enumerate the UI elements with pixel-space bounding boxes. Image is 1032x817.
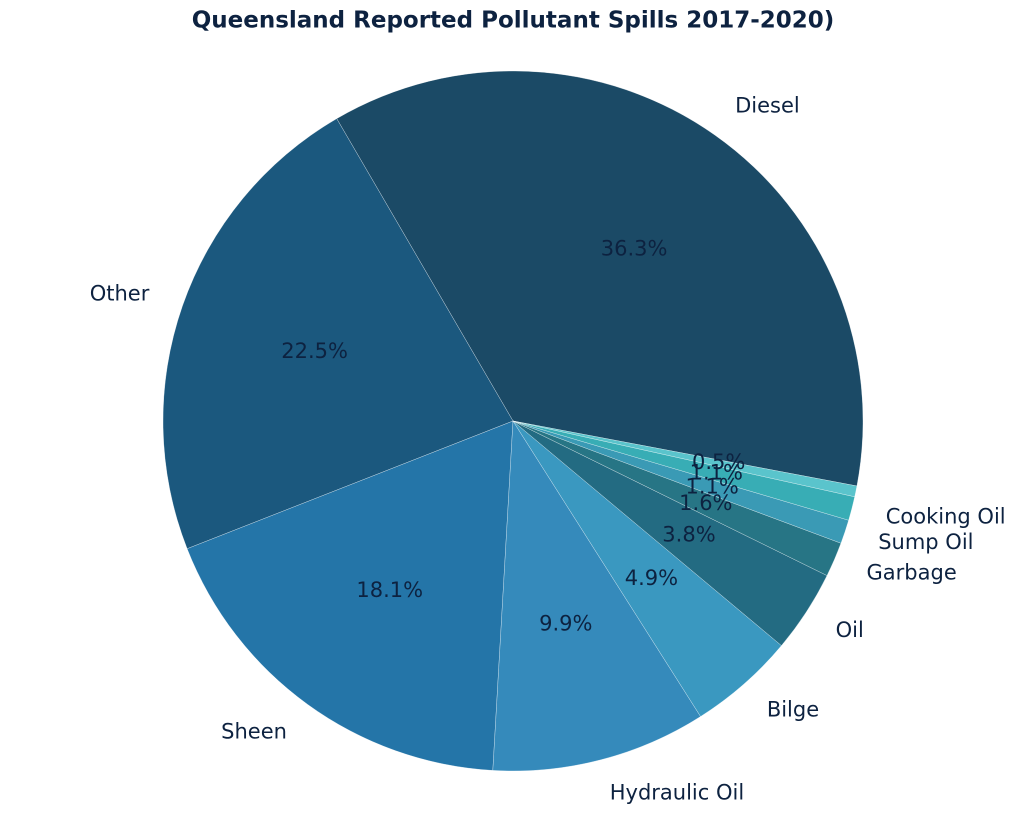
value-label: 1.1% bbox=[690, 461, 743, 485]
chart-title: Queensland Reported Pollutant Spills 201… bbox=[192, 8, 835, 34]
slice-label: Diesel bbox=[735, 94, 800, 118]
value-label: 9.9% bbox=[539, 611, 592, 635]
value-label: 1.6% bbox=[679, 491, 732, 515]
pie-slice bbox=[186, 420, 514, 771]
value-label: 18.1% bbox=[356, 578, 423, 602]
slice-label: Sheen bbox=[221, 720, 287, 744]
pie-slice bbox=[512, 420, 858, 497]
value-label: 0.5% bbox=[692, 450, 745, 474]
slice-label: Hydraulic Oil bbox=[610, 781, 744, 805]
slice-label: Oil bbox=[836, 618, 864, 642]
value-label: 3.8% bbox=[662, 523, 715, 547]
pie-slice bbox=[492, 420, 701, 772]
slice-label: Bilge bbox=[767, 697, 819, 721]
value-label: 1.1% bbox=[686, 474, 739, 498]
slice-label: Other bbox=[90, 282, 150, 306]
value-label: 36.3% bbox=[601, 236, 668, 260]
value-label: 4.9% bbox=[625, 566, 678, 590]
slice-label: Cooking Oil bbox=[886, 504, 1006, 528]
pie-slice bbox=[336, 70, 864, 487]
value-label: 22.5% bbox=[281, 339, 348, 363]
slice-label: Sump Oil bbox=[878, 530, 973, 554]
slice-label: Garbage bbox=[867, 560, 957, 584]
pie-slice bbox=[162, 118, 514, 549]
